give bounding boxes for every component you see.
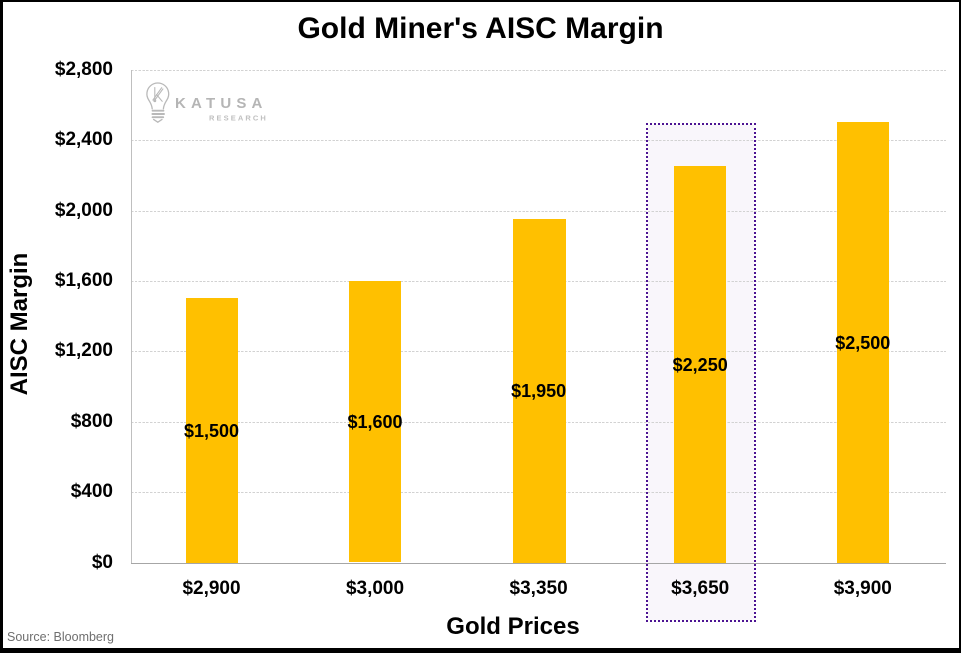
- svg-text:KATUSA: KATUSA: [175, 95, 268, 112]
- svg-text:RESEARCH: RESEARCH: [209, 114, 268, 123]
